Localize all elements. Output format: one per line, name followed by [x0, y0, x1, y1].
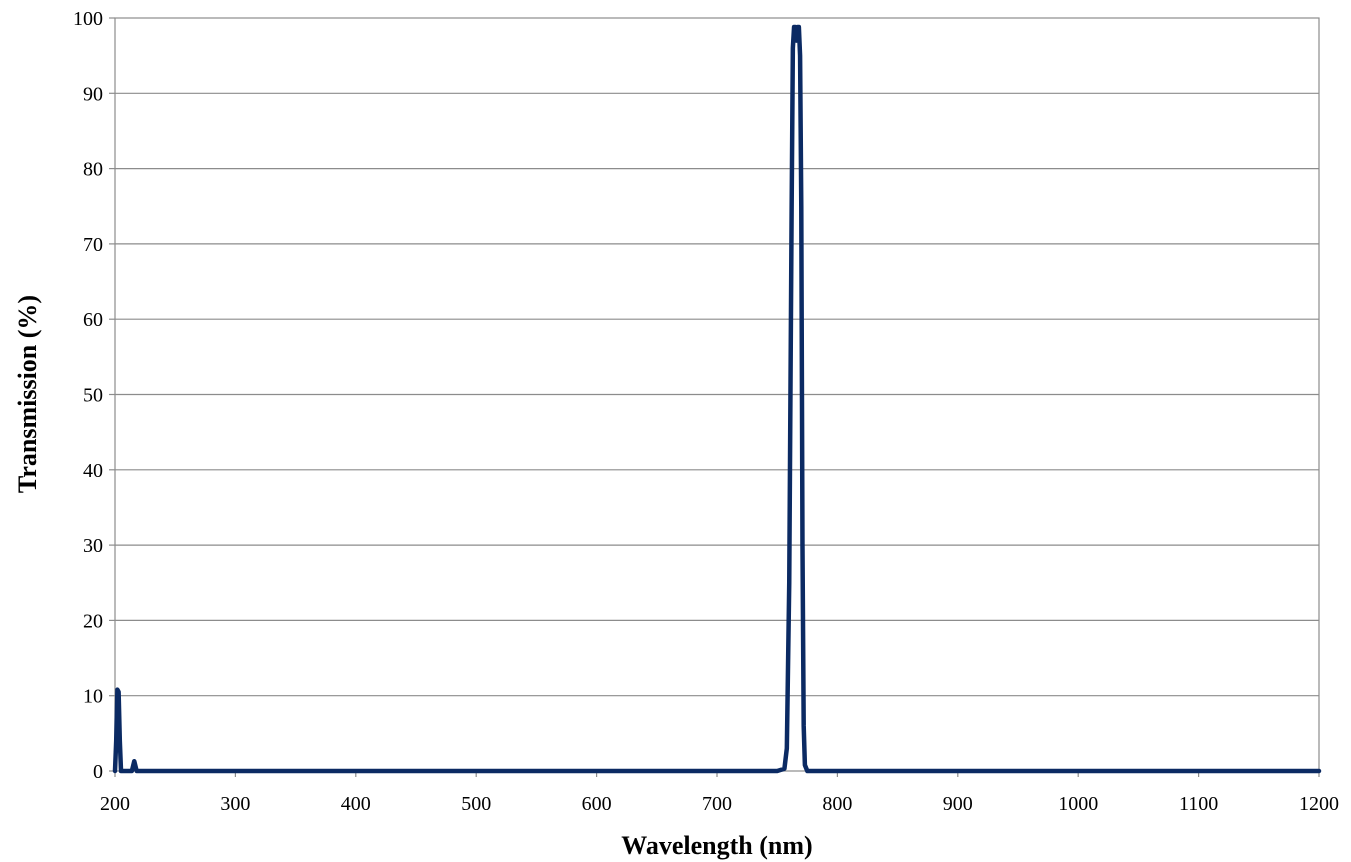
x-tick-label: 700: [702, 793, 732, 815]
y-tick-label: 90: [83, 83, 103, 105]
y-tick-label: 80: [83, 159, 103, 181]
y-tick-label: 20: [83, 610, 103, 632]
y-tick-label: 50: [83, 385, 103, 407]
x-tick-label: 1200: [1299, 793, 1339, 815]
y-tick-labels: 0 10 20 30 40 50 60 70 80 90 100: [73, 8, 103, 783]
gridlines: [115, 92, 1319, 697]
x-tick-label: 900: [943, 793, 973, 815]
x-tick-label: 1100: [1179, 793, 1218, 815]
transmission-series-line: [112, 24, 1322, 774]
x-tick-label: 300: [220, 793, 250, 815]
axis-ticks: [109, 17, 1320, 777]
x-tick-label: 800: [822, 793, 852, 815]
x-tick-label: 200: [100, 793, 130, 815]
x-tick-label: 400: [341, 793, 371, 815]
x-axis-title: Wavelength (nm): [621, 831, 812, 860]
y-axis-title: Transmission (%): [13, 295, 42, 493]
y-tick-label: 40: [83, 460, 103, 482]
x-tick-label: 600: [582, 793, 612, 815]
y-tick-label: 70: [83, 234, 103, 256]
x-tick-label: 1000: [1058, 793, 1098, 815]
y-tick-label: 100: [73, 8, 103, 30]
y-tick-label: 0: [93, 761, 103, 783]
y-tick-label: 60: [83, 309, 103, 331]
y-tick-label: 30: [83, 535, 103, 557]
x-tick-labels: 200 300 400 500 600 700 800 900 1000 1100 1200: [100, 793, 1339, 815]
x-tick-label: 500: [461, 793, 491, 815]
y-tick-label: 10: [83, 686, 103, 708]
